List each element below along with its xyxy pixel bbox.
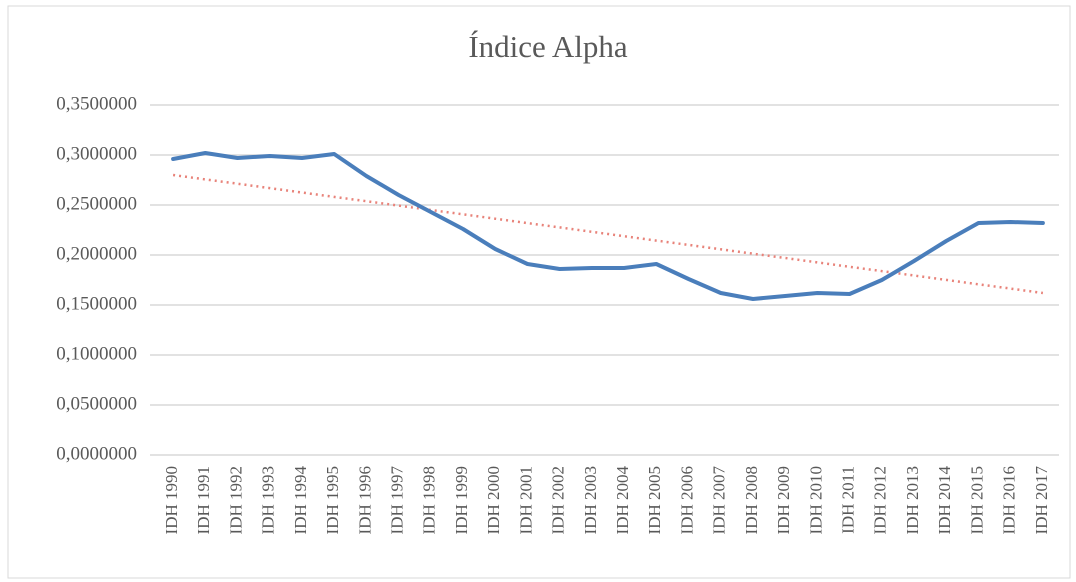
x-tick-label: IDH 1993 — [259, 466, 278, 534]
x-tick-label: IDH 2003 — [581, 466, 600, 534]
y-tick-label: 0,3000000 — [56, 143, 137, 164]
y-tick-label: 0,1000000 — [56, 343, 137, 364]
trend-line — [172, 173, 1044, 295]
x-tick-label: IDH 2016 — [1000, 466, 1019, 534]
data-line — [171, 151, 1045, 301]
y-tick-label: 0,2000000 — [56, 243, 137, 264]
x-tick-label: IDH 1998 — [420, 466, 439, 534]
x-tick-label: IDH 2017 — [1032, 466, 1051, 535]
x-tick-label: IDH 1992 — [226, 466, 245, 534]
x-tick-label: IDH 1990 — [162, 466, 181, 534]
chart-title: Índice Alpha — [468, 29, 627, 64]
x-tick-label: IDH 2012 — [871, 466, 890, 534]
x-tick-label: IDH 2007 — [710, 466, 729, 535]
x-tick-label: IDH 2011 — [839, 466, 858, 534]
x-tick-label: IDH 2013 — [903, 466, 922, 534]
x-tick-label: IDH 1994 — [291, 466, 310, 535]
x-tick-label: IDH 2015 — [967, 466, 986, 534]
x-tick-label: IDH 2004 — [613, 466, 632, 535]
y-tick-label: 0,3500000 — [56, 93, 137, 114]
x-tick-label: IDH 1997 — [388, 466, 407, 535]
y-tick-label: 0,1500000 — [56, 293, 137, 314]
x-tick-label: IDH 2005 — [645, 466, 664, 534]
x-tick-label: IDH 1996 — [355, 466, 374, 534]
x-tick-label: IDH 2010 — [806, 466, 825, 534]
x-tick-label: IDH 2000 — [484, 466, 503, 534]
x-tick-label: IDH 1999 — [452, 466, 471, 534]
x-tick-label: IDH 1991 — [194, 466, 213, 534]
y-tick-label: 0,0000000 — [56, 443, 137, 464]
x-tick-label: IDH 2006 — [677, 466, 696, 534]
x-tick-label: IDH 2002 — [549, 466, 568, 534]
chart-frame — [7, 5, 1071, 579]
x-tick-label: IDH 2008 — [742, 466, 761, 534]
y-tick-label: 0,0500000 — [56, 393, 137, 414]
x-tick-label: IDH 2014 — [935, 466, 954, 535]
x-tick-label: IDH 1995 — [323, 466, 342, 534]
x-tick-label: IDH 2001 — [516, 466, 535, 534]
x-tick-label: IDH 2009 — [774, 466, 793, 534]
y-tick-label: 0,2500000 — [56, 193, 137, 214]
